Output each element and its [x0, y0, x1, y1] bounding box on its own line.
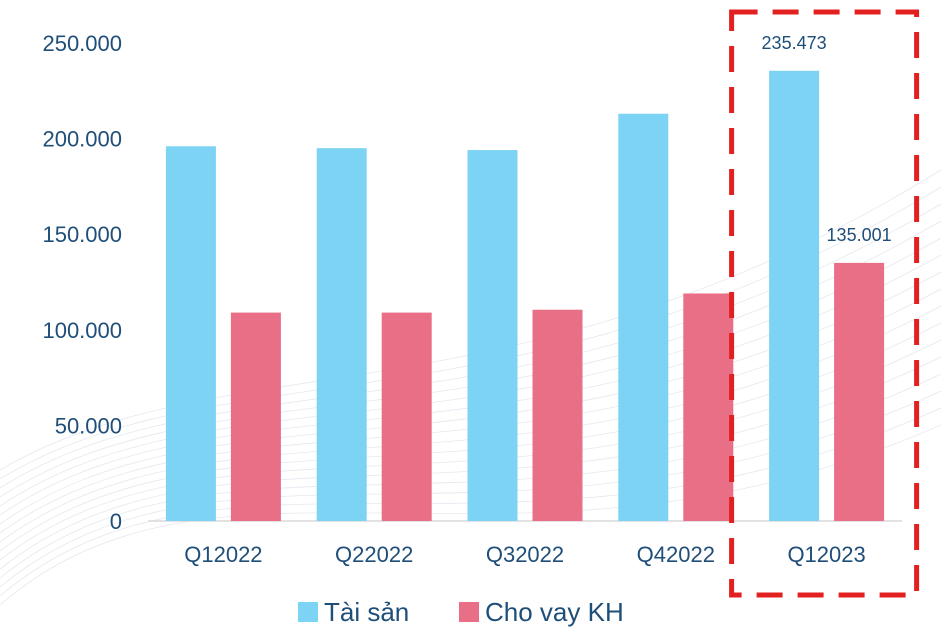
y-tick-label: 150.000	[42, 222, 122, 247]
x-tick-label: Q12022	[184, 542, 262, 567]
legend-swatch	[298, 602, 318, 622]
highlight-dashed-box	[729, 9, 920, 598]
data-label: 235.473	[762, 33, 827, 53]
legend: Tài sản Cho vay KH	[298, 597, 624, 627]
bar-tai-san	[769, 70, 820, 521]
y-tick-label: 100.000	[42, 318, 122, 343]
bars	[165, 70, 885, 522]
x-tick-label: Q22022	[335, 542, 413, 567]
x-tick-label: Q32022	[486, 542, 564, 567]
bar-tai-san	[165, 146, 216, 522]
bar-cho-vay-kh	[381, 312, 432, 521]
bar-cho-vay-kh	[834, 262, 885, 521]
axes: 0 50.000 100.000 150.000 200.000 250.000 Q1202…	[42, 31, 902, 567]
y-tick-label: 0	[110, 509, 122, 534]
y-tick-label: 250.000	[42, 31, 122, 56]
bar-cho-vay-kh	[532, 309, 583, 521]
y-tick-label: 200.000	[42, 127, 122, 152]
bar-cho-vay-kh	[230, 312, 281, 521]
data-label: 135.001	[827, 225, 892, 245]
highlight-box	[729, 9, 920, 598]
legend-label: Tài sản	[324, 597, 409, 627]
legend-label: Cho vay KH	[485, 597, 624, 627]
legend-swatch	[459, 602, 479, 622]
bar-tai-san	[618, 113, 669, 521]
bar-tai-san	[316, 148, 367, 521]
bar-tai-san	[467, 150, 518, 521]
x-tick-label: Q42022	[637, 542, 715, 567]
y-tick-label: 50.000	[55, 413, 122, 438]
data-labels: 235.473 135.001	[762, 33, 892, 245]
bar-cho-vay-kh	[683, 293, 734, 521]
x-tick-label: Q12023	[787, 542, 865, 567]
